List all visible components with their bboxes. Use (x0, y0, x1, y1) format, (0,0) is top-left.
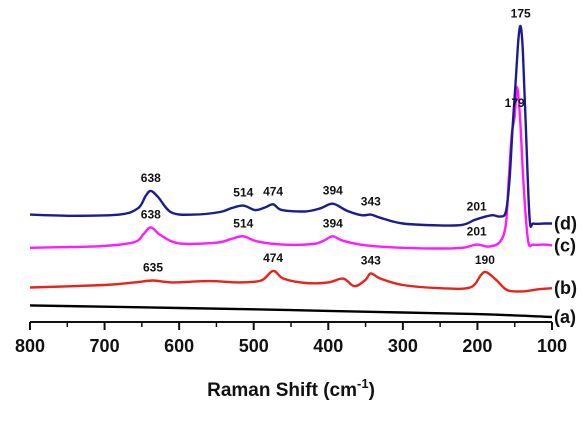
peak-label-d-5: 201 (467, 199, 487, 213)
x-axis-title: Raman Shift (cm-1) (207, 376, 375, 401)
trace-label-b: (b) (554, 278, 577, 298)
peak-label-d-2: 474 (263, 184, 283, 198)
peak-label-b-3: 190 (475, 253, 495, 267)
peak-label-c-0: 638 (141, 207, 161, 221)
peak-label-d-4: 343 (361, 195, 381, 209)
x-tick-label-500: 500 (239, 336, 269, 356)
x-tick-label-200: 200 (462, 336, 492, 356)
series-d-line (29, 24, 552, 228)
x-axis-title-superscript: -1 (357, 376, 369, 391)
x-tick-label-600: 600 (164, 336, 194, 356)
x-axis-ticks: 800 700 600 500 400 300 200 100 (15, 322, 567, 356)
peak-label-c-2: 394 (323, 216, 343, 230)
trace-label-a: (a) (554, 307, 576, 327)
peak-label-b-0: 635 (143, 261, 163, 275)
series-b-line (29, 269, 553, 293)
peak-label-d-0: 638 (141, 171, 161, 185)
peak-labels: 635 474 343 190 638 514 394 201 179 638 514 474 394 3… (141, 6, 531, 274)
peak-label-b-1: 474 (263, 251, 283, 265)
trace-label-d: (d) (554, 214, 577, 234)
series-a-line (29, 304, 553, 319)
peak-label-d-1: 514 (233, 186, 253, 200)
x-tick-label-800: 800 (15, 336, 45, 356)
x-axis-title-close: ) (369, 380, 375, 401)
peak-label-c-4: 179 (505, 96, 525, 110)
peak-label-d-6: 175 (511, 6, 531, 20)
peak-label-c-3: 201 (467, 225, 487, 239)
peak-label-c-1: 514 (233, 216, 253, 230)
spectrum-traces (29, 24, 553, 319)
peak-label-d-3: 394 (323, 184, 343, 198)
x-tick-label-100: 100 (537, 336, 567, 356)
x-axis-title-main: Raman Shift (cm (207, 380, 357, 401)
series-c-line (29, 86, 553, 250)
x-tick-label-300: 300 (388, 336, 418, 356)
x-tick-label-400: 400 (313, 336, 343, 356)
peak-label-b-2: 343 (361, 253, 381, 267)
x-tick-label-700: 700 (90, 336, 120, 356)
trace-label-c: (c) (554, 235, 576, 255)
trace-labels: (a) (b) (c)(d) (554, 214, 577, 328)
